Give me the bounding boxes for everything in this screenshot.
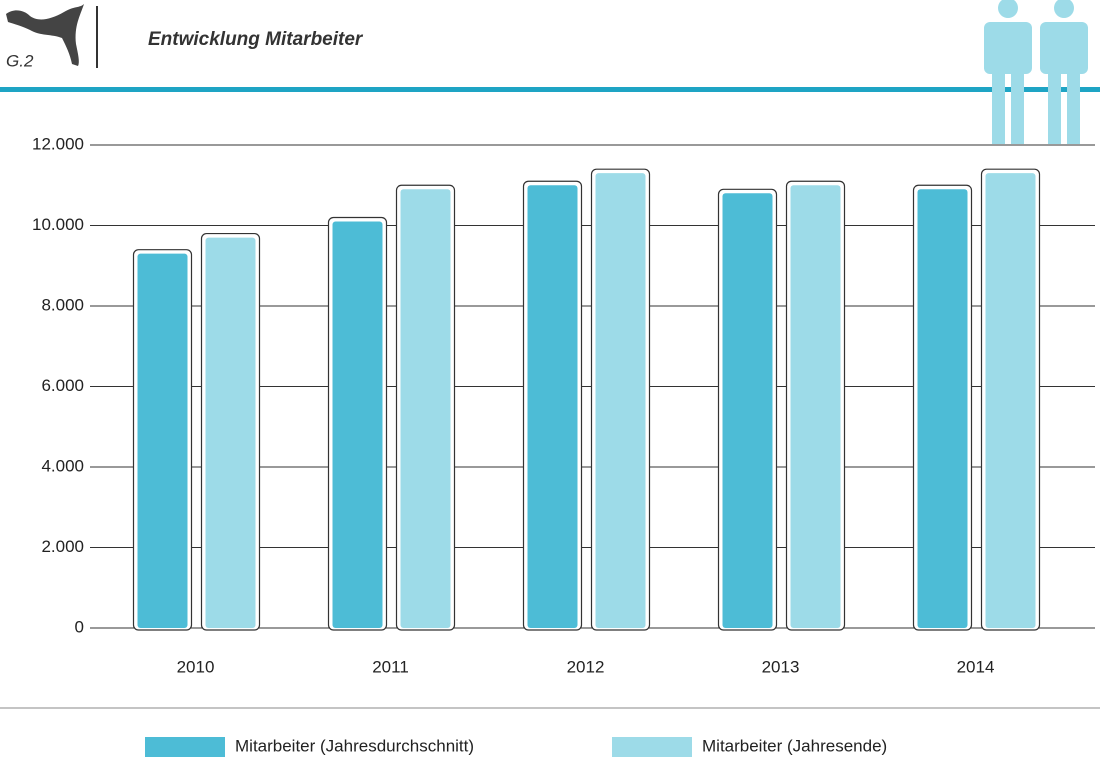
x-tick-label: 2010 <box>177 657 215 676</box>
legend-swatch <box>145 737 225 757</box>
legend-label: Mitarbeiter (Jahresende) <box>702 736 887 755</box>
people-icon <box>984 0 1088 144</box>
x-tick-label: 2014 <box>957 657 995 676</box>
y-tick-label: 10.000 <box>32 215 84 234</box>
logo-mark <box>6 4 84 66</box>
bar <box>205 237 256 628</box>
y-tick-label: 6.000 <box>41 376 84 395</box>
header-rule <box>0 87 1100 92</box>
logo <box>6 4 98 68</box>
y-tick-label: 12.000 <box>32 134 84 153</box>
y-tick-label: 8.000 <box>41 295 84 314</box>
x-tick-label: 2012 <box>567 657 605 676</box>
y-tick-label: 2.000 <box>41 537 84 556</box>
legend-label: Mitarbeiter (Jahresdurchschnitt) <box>235 736 474 755</box>
chart-title: Entwicklung Mitarbeiter <box>148 29 364 50</box>
bar <box>137 253 188 629</box>
bar <box>527 185 578 628</box>
bar <box>595 173 646 629</box>
bar <box>985 173 1036 629</box>
bar <box>917 189 968 628</box>
x-tick-label: 2013 <box>762 657 800 676</box>
bar <box>722 193 773 629</box>
bar <box>400 189 451 628</box>
y-tick-label: 0 <box>75 617 84 636</box>
x-tick-label: 2011 <box>372 657 409 676</box>
bar <box>332 221 383 628</box>
figure-code: G.2 <box>6 51 34 70</box>
y-tick-label: 4.000 <box>41 456 84 475</box>
bar <box>790 185 841 628</box>
legend-swatch <box>612 737 692 757</box>
